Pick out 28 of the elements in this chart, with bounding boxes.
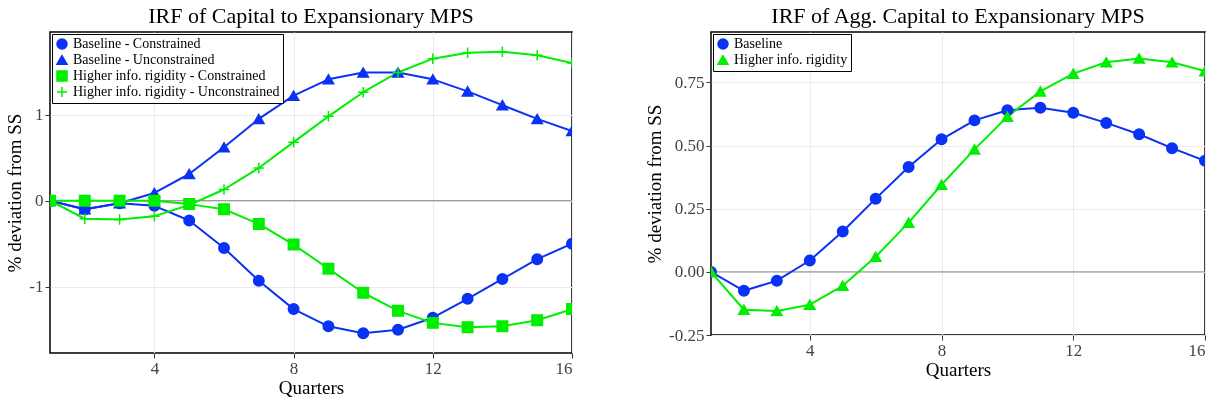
legend-label: Baseline — [734, 36, 783, 51]
legend-label: Higher info. rigidity - Constrained — [73, 68, 266, 83]
x-tick-label: 12 — [424, 358, 442, 378]
y-axis-title: % deviation from SS — [4, 113, 26, 273]
y-tick-label: 0.50 — [674, 136, 705, 156]
y-tick-label: 0 — [35, 191, 44, 211]
y-tick-label: -1 — [29, 277, 44, 297]
y-tick-label: 0.75 — [674, 73, 705, 92]
chart-title: IRF of Agg. Capital to Expansionary MPS — [771, 3, 1145, 28]
y-tick-label: 0.00 — [674, 262, 705, 282]
x-tick-label: 8 — [289, 358, 299, 378]
x-tick-label: 16 — [555, 358, 573, 378]
y-tick-label: 0.25 — [674, 199, 705, 219]
legend-label: Higher info. rigidity - Unconstrained — [73, 84, 280, 99]
x-tick-label: 8 — [937, 340, 947, 360]
y-tick-label: 1 — [35, 105, 44, 125]
chart-title: IRF of Capital to Expansionary MPS — [148, 3, 474, 28]
legend-label: Baseline - Unconstrained — [73, 52, 215, 67]
x-axis-title: Quarters — [278, 376, 345, 398]
x-axis-title: Quarters — [925, 358, 992, 380]
x-tick-label: 4 — [150, 358, 160, 378]
y-axis-title: % deviation from SS — [644, 104, 666, 264]
x-tick-label: 12 — [1065, 340, 1083, 360]
legend-label: Higher info. rigidity — [734, 52, 848, 67]
y-tick-label: -0.25 — [669, 325, 705, 345]
x-tick-label: 16 — [1188, 340, 1206, 360]
x-tick-label: 4 — [806, 340, 816, 360]
legend-label: Baseline - Constrained — [73, 36, 201, 51]
